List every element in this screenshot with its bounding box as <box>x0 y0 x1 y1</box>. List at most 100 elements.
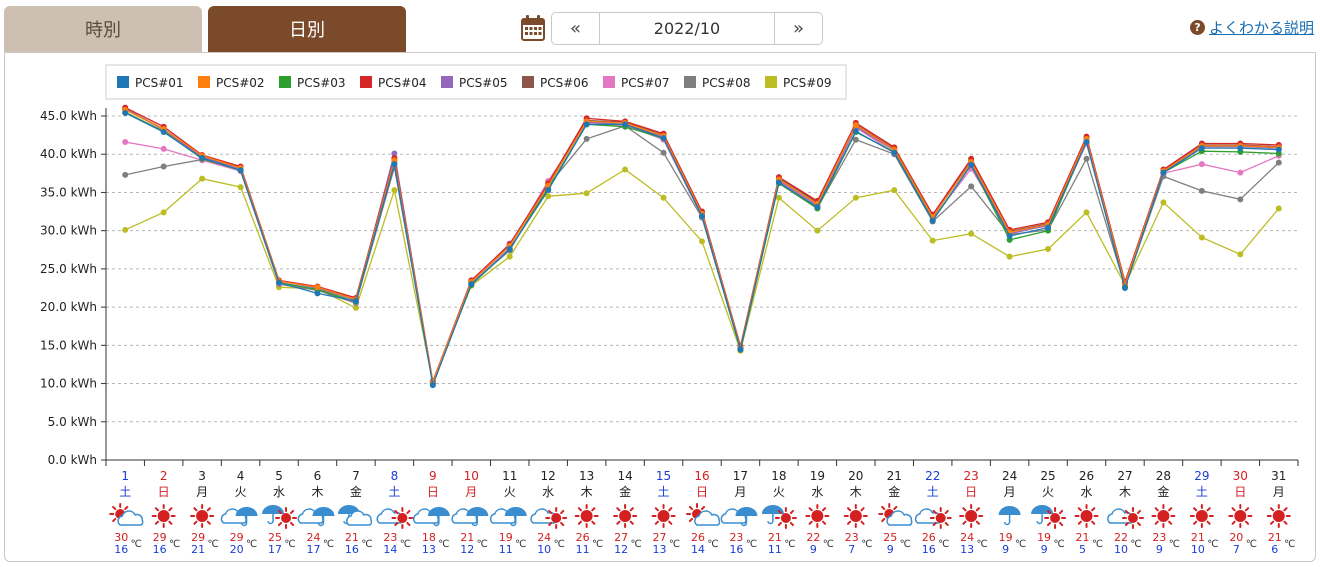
temp-unit: ℃ <box>477 539 488 550</box>
sun-disc <box>281 513 292 523</box>
sun-ray <box>1244 520 1250 525</box>
temp-high: 21 <box>768 531 782 544</box>
day-weekday: 火 <box>1042 485 1054 499</box>
day-weekday: 木 <box>311 485 323 499</box>
y-tick-label: 35.0 kWh <box>40 185 97 199</box>
prev-month-button[interactable]: « <box>552 13 600 44</box>
temp-unit: ℃ <box>438 539 449 550</box>
tab-daily[interactable]: 日別 <box>208 6 406 52</box>
temp-low: 9 <box>1156 543 1163 556</box>
sun-ray <box>668 507 673 512</box>
temp-high: 19 <box>1037 531 1051 544</box>
next-month-button[interactable]: » <box>774 13 822 44</box>
tab-hourly[interactable]: 時別 <box>4 6 202 52</box>
y-tick-label: 10.0 kWh <box>40 377 97 391</box>
weather-icon-sun <box>1228 504 1253 528</box>
umbrella-handle <box>267 514 274 525</box>
series-line <box>125 122 1280 386</box>
temp-low: 11 <box>499 543 513 556</box>
weather-icon-cloud-rain <box>412 507 450 527</box>
day-number: 24 <box>1002 469 1017 483</box>
sun-ray <box>881 505 886 511</box>
data-point <box>1237 145 1244 152</box>
help-link-label[interactable]: よくわかる説明 <box>1208 19 1314 37</box>
legend-item: PCS#01 <box>117 76 184 90</box>
sun-ray <box>932 509 937 515</box>
series-pcs-04 <box>122 104 1282 385</box>
data-point <box>391 161 398 168</box>
sun-ray <box>688 517 694 523</box>
legend-item: PCS#06 <box>522 76 589 90</box>
day-number: 3 <box>198 469 206 483</box>
day-weekday: 金 <box>619 484 631 499</box>
sun-ray <box>1059 521 1064 527</box>
temp-low: 11 <box>576 543 590 556</box>
sun-ray <box>975 507 980 512</box>
temp-low: 16 <box>345 543 359 556</box>
weather-icon-sun <box>190 504 215 528</box>
weather-icon-sun <box>1266 504 1291 528</box>
sun-ray <box>654 507 659 512</box>
temp-high: 26 <box>922 531 936 544</box>
umbrella-handle <box>317 516 325 527</box>
day-number: 14 <box>617 469 632 483</box>
day-number: 29 <box>1194 469 1209 483</box>
day-number: 10 <box>464 469 479 483</box>
weather-icon-sun-cloud <box>109 503 144 526</box>
temp-low: 12 <box>614 543 628 556</box>
legend-label: PCS#01 <box>135 76 184 90</box>
legend-label: PCS#07 <box>621 76 670 90</box>
weather-icon-sun <box>959 504 984 528</box>
data-point <box>968 230 975 237</box>
sun-ray <box>789 509 794 515</box>
umbrella-canopy <box>466 507 489 516</box>
temp-high: 21 <box>1268 531 1282 544</box>
legend-label: PCS#08 <box>702 76 751 90</box>
help-link[interactable]: ? よくわかる説明 <box>1189 17 1314 38</box>
day-number: 20 <box>848 469 863 483</box>
cloud-shape <box>117 510 144 526</box>
day-weekday: 日 <box>1234 485 1246 499</box>
sun-ray <box>932 521 937 527</box>
sun-ray <box>1231 520 1236 525</box>
sun-ray <box>289 509 295 515</box>
day-weekday: 火 <box>504 485 516 499</box>
sun-ray <box>860 507 865 512</box>
data-point <box>891 149 898 156</box>
temp-low: 11 <box>768 543 782 556</box>
temp-high: 20 <box>1229 531 1243 544</box>
day-number: 12 <box>541 469 556 483</box>
day-column: 25 火 199 ℃ <box>1031 469 1067 556</box>
weather-icon-cloud-rain-sun <box>337 505 373 526</box>
umbrella-handle <box>1036 514 1043 525</box>
sun-disc <box>1234 510 1247 522</box>
day-number: 13 <box>579 469 594 483</box>
temp-high: 27 <box>653 531 667 544</box>
data-point <box>1198 234 1205 241</box>
data-point <box>1083 209 1090 216</box>
legend-swatch <box>684 76 696 88</box>
data-point <box>122 138 129 145</box>
data-point <box>468 281 475 288</box>
data-point <box>199 175 206 182</box>
day-weekday: 月 <box>734 485 746 499</box>
data-point <box>1083 138 1090 145</box>
data-point <box>160 129 167 136</box>
weather-icon-sun <box>843 504 868 528</box>
current-month-label: 2022/10 <box>653 19 721 38</box>
series-line <box>124 107 1279 384</box>
sun-ray <box>1269 507 1275 512</box>
sun-ray <box>1136 521 1142 527</box>
temp-low: 9 <box>1041 543 1048 556</box>
temp-unit: ℃ <box>1130 539 1141 550</box>
calendar-icon[interactable] <box>521 15 545 45</box>
data-point <box>506 253 513 260</box>
sun-ray <box>1283 520 1288 525</box>
cloud-shape <box>886 510 913 526</box>
sun-ray <box>560 521 565 527</box>
data-point <box>737 346 744 353</box>
temp-low: 14 <box>691 543 705 556</box>
sun-ray <box>1077 507 1082 512</box>
